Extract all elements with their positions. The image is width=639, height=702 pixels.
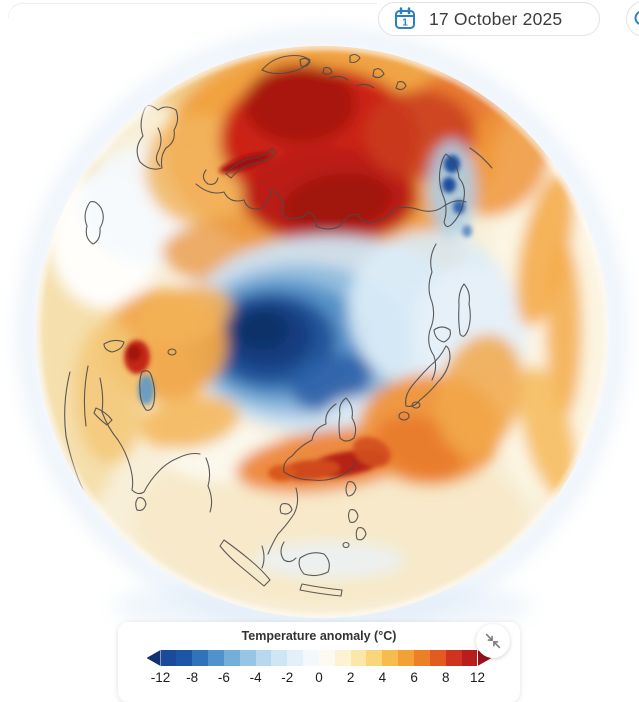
colorbar-segment: [462, 650, 478, 666]
svg-text:1: 1: [402, 18, 408, 29]
selected-date-label: 17 October 2025: [429, 9, 562, 30]
colorbar-segment: [192, 650, 208, 666]
colorbar-tick: 2: [347, 670, 355, 685]
colorbar-segment: [446, 650, 462, 666]
colorbar-segments: [161, 650, 478, 666]
legend-collapse-button[interactable]: [476, 624, 510, 658]
colorbar-tick: -4: [250, 670, 262, 685]
circle-icon: [627, 2, 639, 36]
colorbar-tick: -12: [151, 670, 171, 685]
legend-title: Temperature anomaly (°C): [118, 629, 520, 643]
calendar-icon: 1: [392, 6, 418, 32]
colorbar: [118, 650, 520, 666]
colorbar-tick: 0: [315, 670, 323, 685]
colorbar-segment: [398, 650, 414, 666]
colorbar-segment: [176, 650, 192, 666]
colorbar-tick: 4: [379, 670, 387, 685]
colorbar-segment: [414, 650, 430, 666]
colorbar-segment: [287, 650, 303, 666]
colorbar-tick: 12: [470, 670, 485, 685]
colorbar-segment: [303, 650, 319, 666]
colorbar-tick: 8: [442, 670, 450, 685]
colorbar-tick: -2: [281, 670, 293, 685]
date-picker-button[interactable]: 1 17 October 2025: [378, 2, 600, 36]
legend-panel: Temperature anomaly (°C) -12 -8 -6 -4 -2 0 2 4 6…: [118, 622, 520, 702]
colorbar-segment: [256, 650, 272, 666]
colorbar-tick: -6: [218, 670, 230, 685]
colorbar-segment: [161, 650, 177, 666]
colorbar-tick: -8: [186, 670, 198, 685]
colorbar-tick: 6: [410, 670, 418, 685]
colorbar-segment: [240, 650, 256, 666]
colorbar-segment: [319, 650, 335, 666]
colorbar-segment: [208, 650, 224, 666]
colorbar-segment: [430, 650, 446, 666]
colorbar-segment: [224, 650, 240, 666]
colorbar-segment: [351, 650, 367, 666]
colorbar-segment: [271, 650, 287, 666]
colorbar-segment: [335, 650, 351, 666]
colorbar-segment: [382, 650, 398, 666]
colorbar-left-arrow: [147, 650, 161, 666]
edge-round-button[interactable]: [626, 1, 639, 37]
collapse-arrows-icon: [482, 630, 504, 652]
colorbar-segment: [366, 650, 382, 666]
